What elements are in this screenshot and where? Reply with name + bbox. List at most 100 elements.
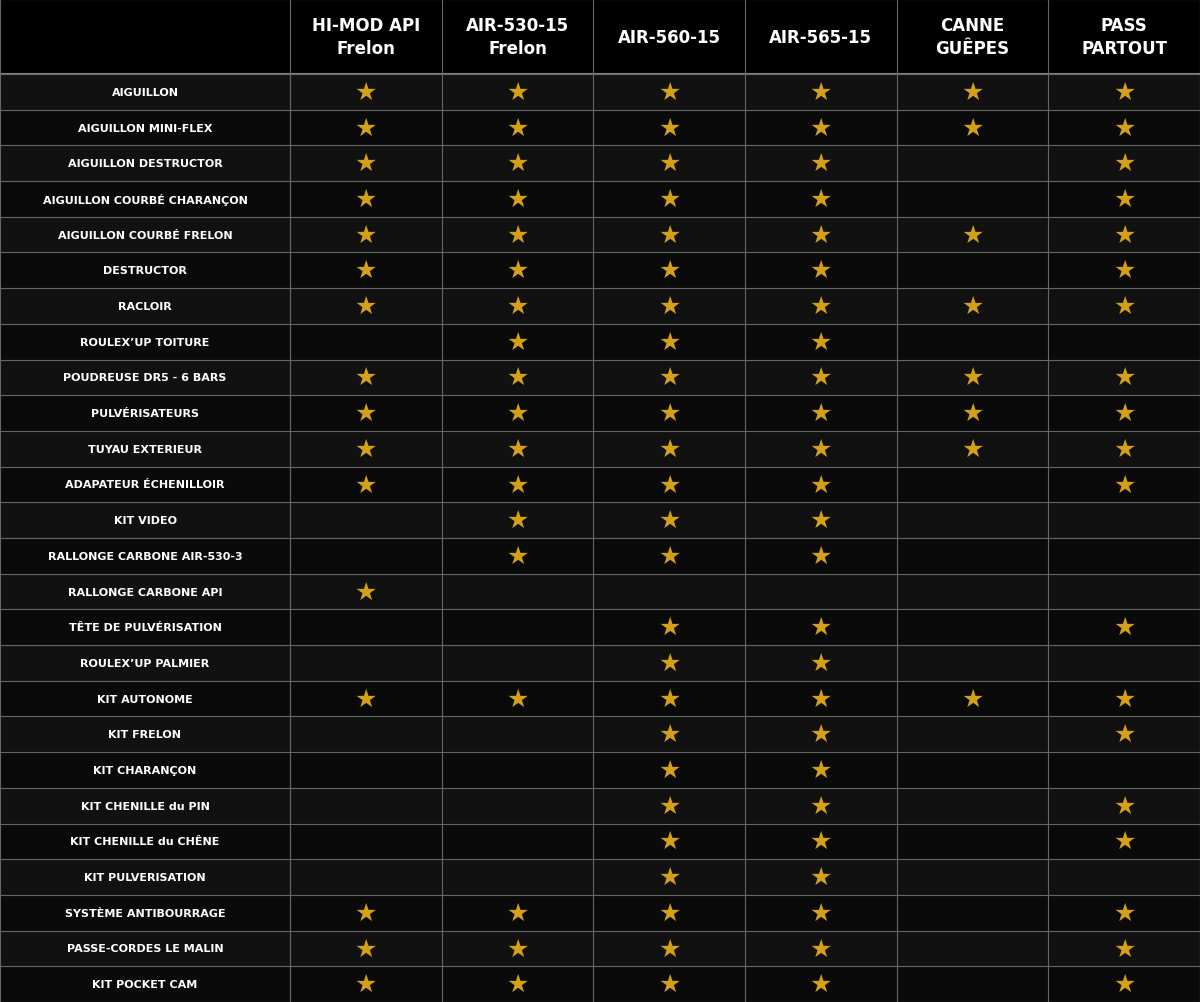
Text: ★: ★ — [810, 759, 832, 783]
Text: AIGUILLON DESTRUCTOR: AIGUILLON DESTRUCTOR — [67, 159, 222, 169]
Text: ★: ★ — [658, 794, 680, 818]
Text: ★: ★ — [506, 972, 529, 996]
Bar — [0, 681, 1200, 716]
Bar — [0, 503, 1200, 538]
Bar — [0, 645, 1200, 681]
Text: ★: ★ — [1112, 687, 1135, 710]
Text: AIGUILLON COURBÉ FRELON: AIGUILLON COURBÉ FRELON — [58, 230, 233, 240]
Text: ★: ★ — [1112, 187, 1135, 211]
Text: HI-MOD API
Frelon: HI-MOD API Frelon — [312, 17, 420, 58]
Text: ★: ★ — [506, 509, 529, 533]
Text: POUDREUSE DR5 - 6 BARS: POUDREUSE DR5 - 6 BARS — [64, 373, 227, 383]
Text: ★: ★ — [961, 295, 984, 319]
Text: KIT FRELON: KIT FRELON — [108, 729, 181, 739]
Bar — [0, 753, 1200, 788]
Bar — [0, 788, 1200, 824]
Text: ★: ★ — [1112, 366, 1135, 390]
Text: ★: ★ — [506, 544, 529, 568]
Text: PULVÉRISATEURS: PULVÉRISATEURS — [91, 409, 199, 419]
Text: TÊTE DE PULVÉRISATION: TÊTE DE PULVÉRISATION — [68, 622, 222, 632]
Bar — [0, 538, 1200, 574]
Text: ★: ★ — [810, 615, 832, 639]
Bar — [0, 182, 1200, 217]
Text: ★: ★ — [355, 901, 377, 925]
Text: ★: ★ — [1112, 116, 1135, 140]
Text: ★: ★ — [355, 187, 377, 211]
Text: ★: ★ — [658, 402, 680, 426]
Text: ★: ★ — [1112, 295, 1135, 319]
Text: ★: ★ — [1112, 152, 1135, 176]
Text: ★: ★ — [810, 295, 832, 319]
Bar — [0, 574, 1200, 610]
Bar — [0, 432, 1200, 467]
Text: ★: ★ — [355, 223, 377, 247]
Text: ★: ★ — [506, 223, 529, 247]
Bar — [0, 716, 1200, 753]
Text: ★: ★ — [355, 152, 377, 176]
Text: ★: ★ — [506, 366, 529, 390]
Bar — [0, 895, 1200, 931]
Text: DESTRUCTOR: DESTRUCTOR — [103, 267, 187, 276]
Text: ★: ★ — [658, 152, 680, 176]
Text: ★: ★ — [658, 722, 680, 746]
Text: ★: ★ — [355, 937, 377, 961]
Text: TUYAU EXTERIEUR: TUYAU EXTERIEUR — [88, 444, 202, 454]
Text: RALLONGE CARBONE AIR-530-3: RALLONGE CARBONE AIR-530-3 — [48, 551, 242, 561]
Text: ★: ★ — [506, 901, 529, 925]
Text: ★: ★ — [810, 81, 832, 105]
Bar — [0, 289, 1200, 325]
Text: ★: ★ — [506, 402, 529, 426]
Text: ★: ★ — [658, 437, 680, 461]
Text: ★: ★ — [658, 901, 680, 925]
Text: ★: ★ — [658, 972, 680, 996]
Text: ★: ★ — [506, 81, 529, 105]
Text: ★: ★ — [810, 937, 832, 961]
Text: KIT CHENILLE du CHÊNE: KIT CHENILLE du CHÊNE — [71, 837, 220, 847]
Text: ★: ★ — [1112, 223, 1135, 247]
Text: ★: ★ — [355, 580, 377, 604]
Text: PASSE-CORDES LE MALIN: PASSE-CORDES LE MALIN — [67, 944, 223, 954]
Text: ★: ★ — [658, 331, 680, 355]
Text: ★: ★ — [355, 116, 377, 140]
Bar — [0, 860, 1200, 895]
Text: ★: ★ — [506, 473, 529, 497]
Text: ★: ★ — [810, 722, 832, 746]
Text: ★: ★ — [1112, 901, 1135, 925]
Text: ★: ★ — [810, 972, 832, 996]
Text: ★: ★ — [658, 223, 680, 247]
Text: ★: ★ — [1112, 830, 1135, 854]
Text: RACLOIR: RACLOIR — [118, 302, 172, 312]
Text: AIGUILLON: AIGUILLON — [112, 88, 179, 98]
Text: ★: ★ — [355, 473, 377, 497]
Text: ★: ★ — [961, 687, 984, 710]
Text: ★: ★ — [355, 366, 377, 390]
Text: ★: ★ — [506, 152, 529, 176]
Text: KIT CHARANÇON: KIT CHARANÇON — [94, 766, 197, 776]
Text: ★: ★ — [506, 687, 529, 710]
Text: ★: ★ — [961, 437, 984, 461]
Text: ★: ★ — [506, 331, 529, 355]
Bar — [0, 254, 1200, 289]
Text: RALLONGE CARBONE API: RALLONGE CARBONE API — [67, 587, 222, 597]
Text: ★: ★ — [810, 473, 832, 497]
Text: ★: ★ — [810, 437, 832, 461]
Text: ★: ★ — [658, 366, 680, 390]
Text: ★: ★ — [810, 651, 832, 675]
Text: AIR-560-15: AIR-560-15 — [618, 28, 721, 46]
Text: PASS
PARTOUT: PASS PARTOUT — [1081, 17, 1168, 58]
Bar — [0, 360, 1200, 396]
Text: ★: ★ — [658, 187, 680, 211]
Text: ★: ★ — [810, 116, 832, 140]
Text: ★: ★ — [355, 81, 377, 105]
Text: ★: ★ — [961, 223, 984, 247]
Text: AIR-565-15: AIR-565-15 — [769, 28, 872, 46]
Text: ★: ★ — [658, 260, 680, 283]
Text: AIGUILLON COURBÉ CHARANÇON: AIGUILLON COURBÉ CHARANÇON — [42, 193, 247, 205]
Text: AIR-530-15
Frelon: AIR-530-15 Frelon — [466, 17, 569, 58]
Text: ★: ★ — [658, 116, 680, 140]
Text: ★: ★ — [1112, 260, 1135, 283]
Bar — [0, 217, 1200, 254]
Text: ★: ★ — [355, 972, 377, 996]
Text: KIT PULVERISATION: KIT PULVERISATION — [84, 872, 206, 882]
Text: ★: ★ — [658, 937, 680, 961]
